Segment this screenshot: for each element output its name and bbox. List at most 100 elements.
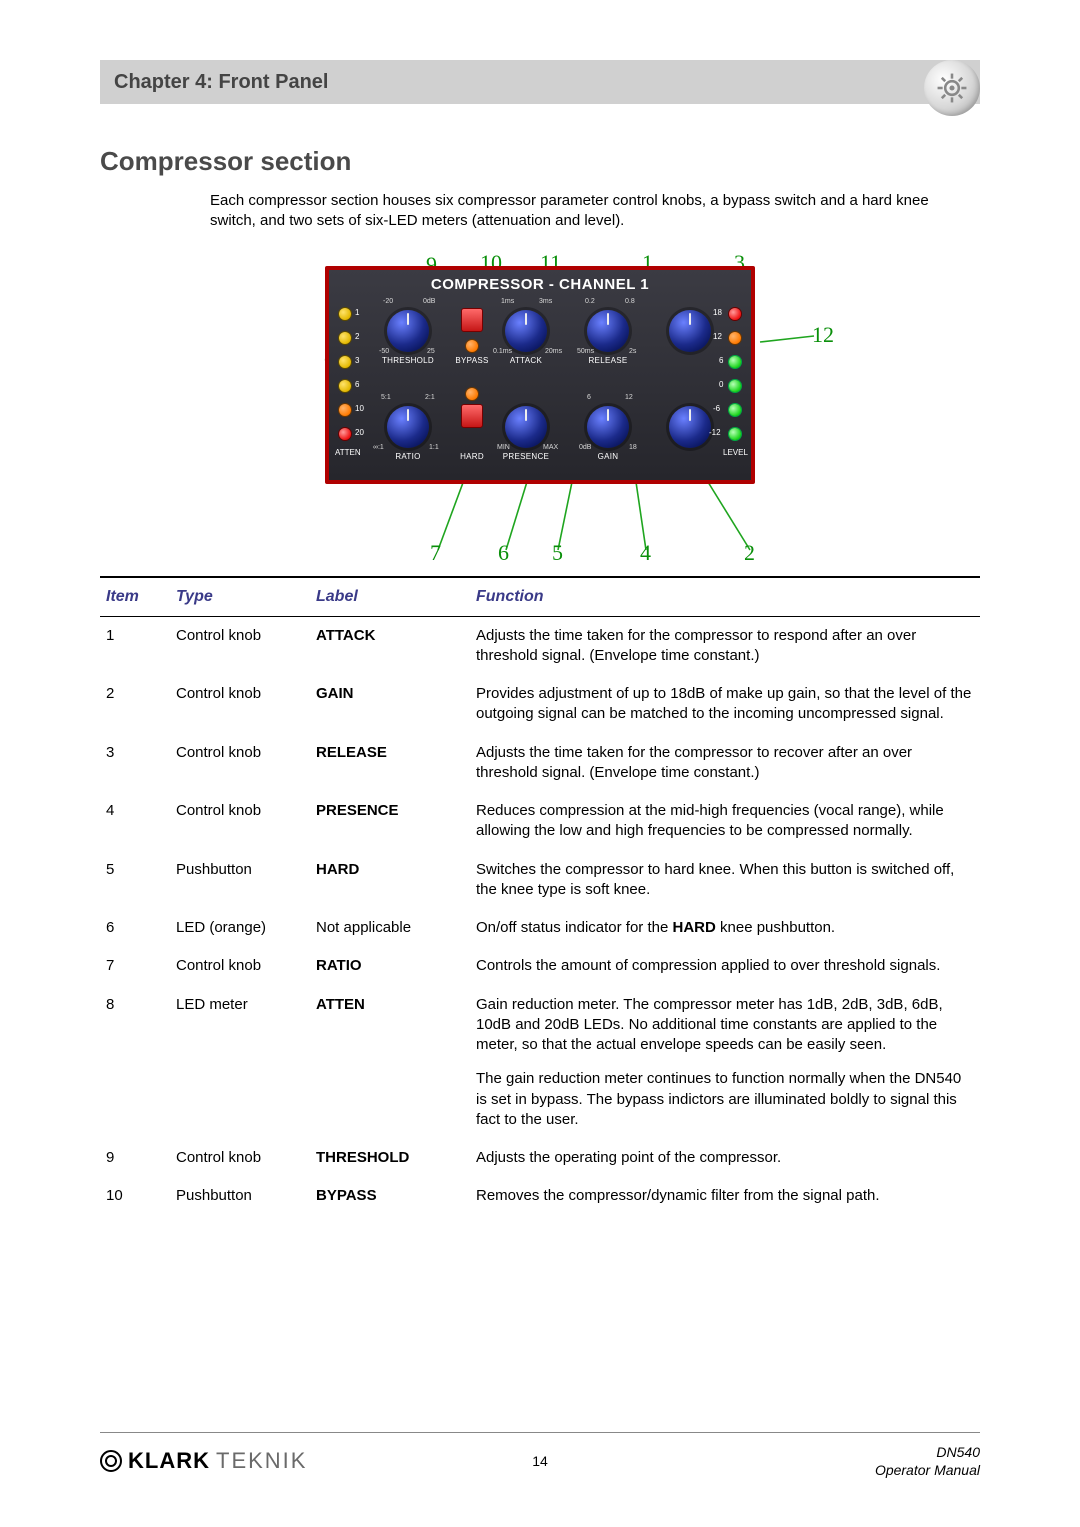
cell-label: HARD	[310, 851, 470, 910]
cell-function: Adjusts the time taken for the compresso…	[470, 616, 980, 675]
table-row: 5PushbuttonHARDSwitches the compressor t…	[100, 851, 980, 910]
cell-function: Gain reduction meter. The compressor met…	[470, 986, 980, 1140]
atten-meter-label: ATTEN	[335, 448, 361, 457]
cell-item: 7	[100, 947, 170, 985]
th-item: Item	[100, 577, 170, 617]
cell-function: Switches the compressor to hard knee. Wh…	[470, 851, 980, 910]
callout-12: 12	[812, 322, 834, 348]
cell-function: On/off status indicator for the HARD kne…	[470, 909, 980, 947]
brand-logo: KLARKTEKNIK	[100, 1448, 307, 1474]
cell-item: 8	[100, 986, 170, 1140]
callout-2: 2	[744, 540, 755, 566]
cell-label: THRESHOLD	[310, 1139, 470, 1177]
atten-led-1	[339, 308, 351, 320]
cell-label: GAIN	[310, 675, 470, 734]
atten-led-2	[339, 332, 351, 344]
atten-led-20	[339, 428, 351, 440]
bypass-led	[466, 340, 478, 352]
level-led-m6	[729, 404, 741, 416]
chapter-title: Chapter 4: Front Panel	[114, 71, 328, 94]
bottom-right-knob[interactable]	[669, 406, 711, 448]
panel-title: COMPRESSOR - CHANNEL 1	[329, 276, 751, 293]
table-row: 6LED (orange)Not applicableOn/off status…	[100, 909, 980, 947]
level-led-18	[729, 308, 741, 320]
presence-label: PRESENCE	[497, 452, 555, 461]
cell-item: 3	[100, 734, 170, 793]
table-row: 10PushbuttonBYPASSRemoves the compressor…	[100, 1177, 980, 1215]
cell-label: Not applicable	[310, 909, 470, 947]
compressor-diagram: 9 10 11 1 3 12 8 7 6 5 4 2 COMPRESSOR - …	[100, 250, 980, 570]
release-label: RELEASE	[579, 356, 637, 365]
page-number: 14	[532, 1453, 548, 1469]
footer-doc: Operator Manual	[875, 1461, 980, 1479]
cell-type: Control knob	[170, 675, 310, 734]
th-label: Label	[310, 577, 470, 617]
table-row: 1Control knobATTACKAdjusts the time take…	[100, 616, 980, 675]
release-knob[interactable]	[587, 310, 629, 352]
top-right-knob[interactable]	[669, 310, 711, 352]
callout-5: 5	[552, 540, 563, 566]
section-intro: Each compressor section houses six compr…	[210, 191, 970, 232]
gear-icon	[100, 1450, 122, 1472]
table-row: 7Control knobRATIOControls the amount of…	[100, 947, 980, 985]
threshold-knob[interactable]	[387, 310, 429, 352]
cell-label: RATIO	[310, 947, 470, 985]
ratio-label: RATIO	[379, 452, 437, 461]
items-table: Item Type Label Function 1Control knobAT…	[100, 576, 980, 1216]
cell-label: ATTEN	[310, 986, 470, 1140]
cell-function: Adjusts the operating point of the compr…	[470, 1139, 980, 1177]
table-row: 8LED meterATTENGain reduction meter. The…	[100, 986, 980, 1140]
level-led-12	[729, 332, 741, 344]
table-row: 4Control knobPRESENCEReduces compression…	[100, 792, 980, 851]
cell-type: LED meter	[170, 986, 310, 1140]
gain-knob[interactable]	[587, 406, 629, 448]
cell-label: RELEASE	[310, 734, 470, 793]
attack-label: ATTACK	[497, 356, 555, 365]
threshold-label: THRESHOLD	[379, 356, 437, 365]
callout-7: 7	[430, 540, 441, 566]
cell-function: Controls the amount of compression appli…	[470, 947, 980, 985]
cell-item: 4	[100, 792, 170, 851]
cell-label: BYPASS	[310, 1177, 470, 1215]
level-led-6	[729, 356, 741, 368]
cell-item: 1	[100, 616, 170, 675]
cell-type: LED (orange)	[170, 909, 310, 947]
cell-label: ATTACK	[310, 616, 470, 675]
cell-label: PRESENCE	[310, 792, 470, 851]
cell-type: Control knob	[170, 616, 310, 675]
atten-led-10	[339, 404, 351, 416]
compressor-panel: COMPRESSOR - CHANNEL 1 THRESHOLD -50 25 …	[325, 266, 755, 484]
ratio-knob[interactable]	[387, 406, 429, 448]
table-row: 3Control knobRELEASEAdjusts the time tak…	[100, 734, 980, 793]
cell-type: Control knob	[170, 1139, 310, 1177]
brand-gear-icon	[924, 60, 980, 116]
section-title: Compressor section	[100, 146, 980, 177]
table-row: 2Control knobGAINProvides adjustment of …	[100, 675, 980, 734]
cell-type: Control knob	[170, 792, 310, 851]
hard-button[interactable]	[461, 404, 483, 428]
cell-function: Reduces compression at the mid-high freq…	[470, 792, 980, 851]
presence-knob[interactable]	[505, 406, 547, 448]
level-led-0	[729, 380, 741, 392]
bypass-label: BYPASS	[443, 356, 501, 365]
hard-led	[466, 388, 478, 400]
footer-model: DN540	[875, 1443, 980, 1461]
hard-label: HARD	[443, 452, 501, 461]
chapter-header: Chapter 4: Front Panel	[100, 60, 980, 104]
table-row: 9Control knobTHRESHOLDAdjusts the operat…	[100, 1139, 980, 1177]
attack-knob[interactable]	[505, 310, 547, 352]
bypass-button[interactable]	[461, 308, 483, 332]
atten-led-3	[339, 356, 351, 368]
cell-type: Control knob	[170, 947, 310, 985]
gain-label: GAIN	[579, 452, 637, 461]
cell-item: 10	[100, 1177, 170, 1215]
cell-function: Removes the compressor/dynamic filter fr…	[470, 1177, 980, 1215]
th-type: Type	[170, 577, 310, 617]
cell-item: 5	[100, 851, 170, 910]
cell-type: Pushbutton	[170, 851, 310, 910]
cell-function: Provides adjustment of up to 18dB of mak…	[470, 675, 980, 734]
cell-item: 2	[100, 675, 170, 734]
callout-4: 4	[640, 540, 651, 566]
level-meter-label: LEVEL	[723, 448, 748, 457]
cell-type: Pushbutton	[170, 1177, 310, 1215]
